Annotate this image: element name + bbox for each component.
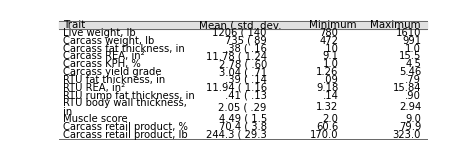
Text: 11.78 ( 1.24: 11.78 ( 1.24: [206, 51, 267, 61]
Bar: [59, 21, 427, 29]
Text: in: in: [63, 107, 72, 117]
Text: 2.78 ( .60: 2.78 ( .60: [219, 59, 267, 69]
Text: 2.05 ( .29: 2.05 ( .29: [219, 102, 267, 112]
Text: 1610: 1610: [396, 28, 421, 38]
Text: 170.0: 170.0: [310, 130, 338, 140]
Text: Carcass fat thickness, in: Carcass fat thickness, in: [63, 44, 185, 54]
Text: Muscle score: Muscle score: [63, 114, 128, 124]
Text: .90: .90: [405, 91, 421, 100]
Text: 4.49 ( 1.5: 4.49 ( 1.5: [219, 114, 267, 124]
Text: Mean ( std. dev.: Mean ( std. dev.: [199, 20, 282, 30]
Text: .10: .10: [323, 44, 338, 54]
Text: Minimum: Minimum: [309, 20, 356, 30]
Text: 991: 991: [402, 36, 421, 46]
Text: Live weight, lb: Live weight, lb: [63, 28, 136, 38]
Text: RTU fat thickness, in: RTU fat thickness, in: [63, 75, 165, 85]
Text: 11.94 ( 1.16: 11.94 ( 1.16: [206, 83, 267, 93]
Text: 323.0: 323.0: [393, 130, 421, 140]
Text: 70.4 ( 3.8: 70.4 ( 3.8: [219, 122, 267, 132]
Text: 780: 780: [319, 28, 338, 38]
Text: .79: .79: [405, 75, 421, 85]
Text: 2.94: 2.94: [399, 102, 421, 112]
Text: 1.0: 1.0: [405, 44, 421, 54]
Text: 3.04 ( .71: 3.04 ( .71: [219, 67, 267, 77]
Text: RTU rump fat thickness, in: RTU rump fat thickness, in: [63, 91, 195, 100]
Text: 5.46: 5.46: [399, 67, 421, 77]
Text: 735 ( 89: 735 ( 89: [225, 36, 267, 46]
Text: .39 ( .14: .39 ( .14: [225, 75, 267, 85]
Text: 1.32: 1.32: [316, 102, 338, 112]
Text: Carcass REA, in²: Carcass REA, in²: [63, 51, 145, 61]
Text: 60.6: 60.6: [316, 122, 338, 132]
Text: 1.0: 1.0: [323, 59, 338, 69]
Text: 9.18: 9.18: [316, 83, 338, 93]
Text: Carcass retail product, lb: Carcass retail product, lb: [63, 130, 188, 140]
Text: Carcass KPH, %: Carcass KPH, %: [63, 59, 141, 69]
Text: 2.0: 2.0: [323, 114, 338, 124]
Text: 15.5: 15.5: [399, 51, 421, 61]
Text: 1206 ( 140: 1206 ( 140: [212, 28, 267, 38]
Text: Trait: Trait: [63, 20, 85, 30]
Text: 79.9: 79.9: [399, 122, 421, 132]
Text: Carcass weight, lb: Carcass weight, lb: [63, 36, 154, 46]
Text: 4.5: 4.5: [405, 59, 421, 69]
Text: 9.0: 9.0: [405, 114, 421, 124]
Text: 1.26: 1.26: [316, 67, 338, 77]
Text: Carcass retail product, %: Carcass retail product, %: [63, 122, 188, 132]
Text: 472: 472: [319, 36, 338, 46]
Text: RTU REA, in²: RTU REA, in²: [63, 83, 125, 93]
Text: 244.3 ( 29.3: 244.3 ( 29.3: [206, 130, 267, 140]
Text: .09: .09: [323, 75, 338, 85]
Text: .14: .14: [323, 91, 338, 100]
Text: 15.84: 15.84: [392, 83, 421, 93]
Text: Maximum: Maximum: [371, 20, 421, 30]
Text: .38 ( .16: .38 ( .16: [225, 44, 267, 54]
Text: RTU body wall thickness,: RTU body wall thickness,: [63, 98, 187, 108]
Text: 9.1: 9.1: [322, 51, 338, 61]
Text: .41 ( .13: .41 ( .13: [225, 91, 267, 100]
Text: Carcass yield grade: Carcass yield grade: [63, 67, 162, 77]
